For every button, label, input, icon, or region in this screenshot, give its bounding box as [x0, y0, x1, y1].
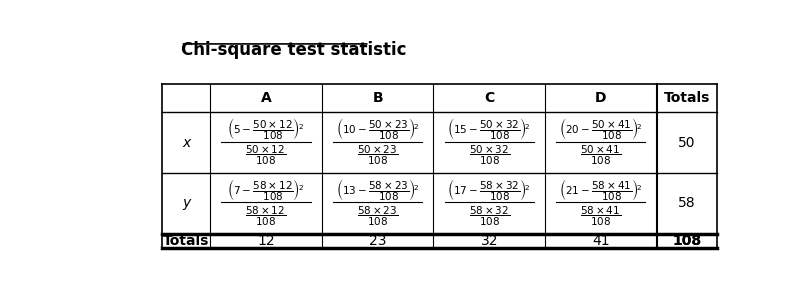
Text: 50: 50 — [678, 135, 695, 150]
Text: $\left(13-\dfrac{58\times 23}{108}\right)^{\!2}$: $\left(13-\dfrac{58\times 23}{108}\right… — [336, 177, 419, 203]
Text: $\dfrac{58\times 23}{108}$: $\dfrac{58\times 23}{108}$ — [357, 204, 398, 228]
Text: $\left(21-\dfrac{58\times 41}{108}\right)^{\!2}$: $\left(21-\dfrac{58\times 41}{108}\right… — [559, 177, 642, 203]
Text: $\dfrac{58\times 41}{108}$: $\dfrac{58\times 41}{108}$ — [580, 204, 622, 228]
Text: B: B — [372, 91, 383, 105]
Text: Chi-square test statistic: Chi-square test statistic — [181, 41, 406, 59]
Text: C: C — [484, 91, 494, 105]
Text: $\dfrac{58\times 32}{108}$: $\dfrac{58\times 32}{108}$ — [469, 204, 510, 228]
Text: $\dfrac{50\times 41}{108}$: $\dfrac{50\times 41}{108}$ — [580, 144, 622, 167]
Text: Totals: Totals — [663, 91, 710, 105]
Text: y: y — [182, 196, 190, 210]
Text: 108: 108 — [672, 234, 702, 248]
Text: $\left(15-\dfrac{50\times 32}{108}\right)^{\!2}$: $\left(15-\dfrac{50\times 32}{108}\right… — [447, 116, 531, 142]
Text: Totals: Totals — [163, 234, 210, 248]
Text: 41: 41 — [592, 234, 610, 248]
Text: $\dfrac{58\times 12}{108}$: $\dfrac{58\times 12}{108}$ — [246, 204, 286, 228]
Text: 58: 58 — [678, 196, 695, 210]
Text: $\left(17-\dfrac{58\times 32}{108}\right)^{\!2}$: $\left(17-\dfrac{58\times 32}{108}\right… — [447, 177, 531, 203]
Text: $\left(7-\dfrac{58\times 12}{108}\right)^{\!2}$: $\left(7-\dfrac{58\times 12}{108}\right)… — [227, 177, 305, 203]
Text: A: A — [261, 91, 271, 105]
Text: $\dfrac{50\times 32}{108}$: $\dfrac{50\times 32}{108}$ — [469, 144, 510, 167]
Text: 12: 12 — [258, 234, 275, 248]
Text: 108: 108 — [672, 234, 702, 248]
Text: 23: 23 — [369, 234, 386, 248]
Text: x: x — [182, 135, 190, 150]
Text: $\left(10-\dfrac{50\times 23}{108}\right)^{\!2}$: $\left(10-\dfrac{50\times 23}{108}\right… — [336, 116, 419, 142]
Text: D: D — [595, 91, 606, 105]
Text: $\left(5-\dfrac{50\times 12}{108}\right)^{\!2}$: $\left(5-\dfrac{50\times 12}{108}\right)… — [227, 116, 305, 142]
Text: 32: 32 — [481, 234, 498, 248]
Text: $\left(20-\dfrac{50\times 41}{108}\right)^{\!2}$: $\left(20-\dfrac{50\times 41}{108}\right… — [559, 116, 642, 142]
Text: $\dfrac{50\times 23}{108}$: $\dfrac{50\times 23}{108}$ — [357, 144, 398, 167]
Text: $\dfrac{50\times 12}{108}$: $\dfrac{50\times 12}{108}$ — [246, 144, 286, 167]
